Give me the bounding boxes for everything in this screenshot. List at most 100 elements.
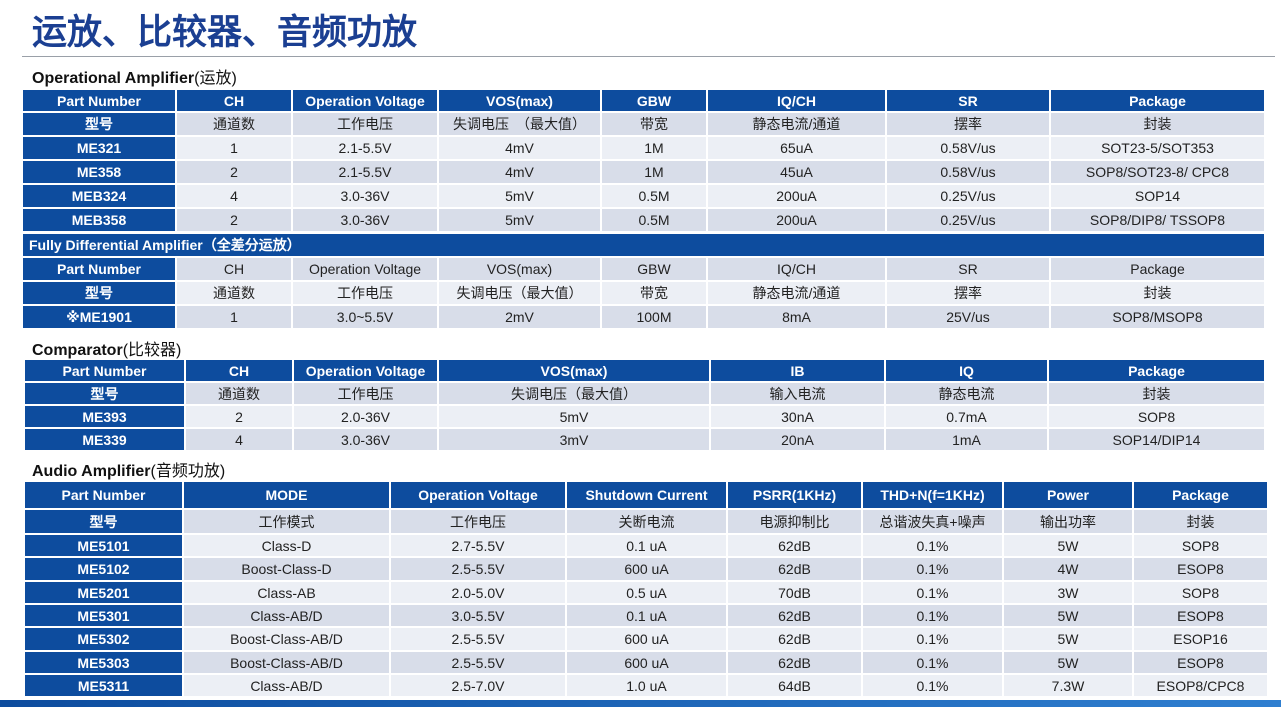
- table-cell: 通道数: [176, 281, 292, 305]
- table-cell: IQ/CH: [707, 89, 886, 112]
- table-cell: 45uA: [707, 160, 886, 184]
- table-cell: 8mA: [707, 305, 886, 329]
- table-cell: 0.58V/us: [886, 136, 1050, 160]
- table-cell: 0.1%: [862, 604, 1003, 627]
- section-heading: Audio Amplifier(音频功放): [32, 457, 225, 481]
- table-cell: GBW: [601, 89, 707, 112]
- table-cell: 5mV: [438, 208, 601, 232]
- table-cell: Class-AB/D: [183, 604, 390, 627]
- table-cell: ME5102: [24, 557, 183, 581]
- table-cell: Part Number: [22, 257, 176, 281]
- table-cell: SOP8: [1048, 405, 1265, 428]
- table-cell: 失调电压 （最大值）: [438, 112, 601, 136]
- table-cell: 通道数: [176, 112, 292, 136]
- table-cell: 电源抑制比: [727, 509, 862, 534]
- table-cell: 总谐波失真+噪声: [862, 509, 1003, 534]
- table-cell: 3.0-5.5V: [390, 604, 566, 627]
- table-cell: ME5303: [24, 651, 183, 674]
- table-cell: 70dB: [727, 581, 862, 604]
- table-cell: 600 uA: [566, 651, 727, 674]
- table-cell: SOP14/DIP14: [1048, 428, 1265, 451]
- table-cell: 封装: [1048, 382, 1265, 405]
- table-cell: 2.0-36V: [293, 405, 438, 428]
- table-cell: SOT23-5/SOT353: [1050, 136, 1265, 160]
- table-cell: CH: [176, 257, 292, 281]
- table-cell: 4mV: [438, 136, 601, 160]
- table-cell: 0.58V/us: [886, 160, 1050, 184]
- table-cell: ESOP8: [1133, 651, 1268, 674]
- table-cell: ME5201: [24, 581, 183, 604]
- table-cell: SOP8/SOT23-8/ CPC8: [1050, 160, 1265, 184]
- title-rule: [22, 56, 1275, 57]
- heading-text: Comparator: [32, 342, 123, 359]
- table-cell: 0.25V/us: [886, 184, 1050, 208]
- table-cell: 失调电压（最大值）: [438, 281, 601, 305]
- table-cell: Boost-Class-D: [183, 557, 390, 581]
- table-cell: 输入电流: [710, 382, 885, 405]
- table-cell: 失调电压（最大值）: [438, 382, 710, 405]
- table-cell: VOS(max): [438, 89, 601, 112]
- table-cell: Part Number: [24, 481, 183, 509]
- table-cell: ESOP8: [1133, 557, 1268, 581]
- heading-text: Audio Amplifier: [32, 463, 151, 480]
- table-cell: 2.0-5.0V: [390, 581, 566, 604]
- table-cell: 20nA: [710, 428, 885, 451]
- table-cell: 2.1-5.5V: [292, 136, 438, 160]
- table-cell: 1: [176, 305, 292, 329]
- table-cell: 0.1%: [862, 627, 1003, 651]
- table-cell: SOP8/DIP8/ TSSOP8: [1050, 208, 1265, 232]
- table-cell: Package: [1048, 359, 1265, 382]
- table-cell: MEB358: [22, 208, 176, 232]
- table-cell: 4W: [1003, 557, 1133, 581]
- table-cell: Package: [1050, 89, 1265, 112]
- table-cell: 0.1%: [862, 674, 1003, 697]
- table-cell: Boost-Class-AB/D: [183, 651, 390, 674]
- table-cell: 3W: [1003, 581, 1133, 604]
- table-cell: ME5301: [24, 604, 183, 627]
- table-cell: IB: [710, 359, 885, 382]
- table-cell: 静态电流/通道: [707, 112, 886, 136]
- table-cell: 100M: [601, 305, 707, 329]
- table-cell: 3.0-36V: [292, 184, 438, 208]
- table-cell: 1M: [601, 160, 707, 184]
- table-cell: 工作电压: [292, 112, 438, 136]
- table-cell: ME5302: [24, 627, 183, 651]
- table-cell: 输出功率: [1003, 509, 1133, 534]
- table-cell: Class-AB: [183, 581, 390, 604]
- table-cell: 4mV: [438, 160, 601, 184]
- table-cell: Operation Voltage: [293, 359, 438, 382]
- table-cell: VOS(max): [438, 257, 601, 281]
- table-cell: 3.0~5.5V: [292, 305, 438, 329]
- table-cell: Class-AB/D: [183, 674, 390, 697]
- table-cell: ME358: [22, 160, 176, 184]
- table-cell: PSRR(1KHz): [727, 481, 862, 509]
- table-cell: 3.0-36V: [293, 428, 438, 451]
- table-cell: 2: [176, 208, 292, 232]
- table-cell: 0.1%: [862, 581, 1003, 604]
- table-cell: SOP8: [1133, 581, 1268, 604]
- table-cell: 2.1-5.5V: [292, 160, 438, 184]
- table-cell: 5W: [1003, 534, 1133, 557]
- table-cell: 2.5-5.5V: [390, 627, 566, 651]
- table-cell: 5mV: [438, 405, 710, 428]
- table-cell: SOP8: [1133, 534, 1268, 557]
- section-heading: Comparator(比较器): [32, 336, 181, 360]
- table-cell: 2mV: [438, 305, 601, 329]
- table-cell: IQ: [885, 359, 1048, 382]
- table-cell: 0.1%: [862, 534, 1003, 557]
- table-cell: Boost-Class-AB/D: [183, 627, 390, 651]
- table-cell: MEB324: [22, 184, 176, 208]
- table-cell: GBW: [601, 257, 707, 281]
- table-cell: Operation Voltage: [390, 481, 566, 509]
- table-cell: 型号: [24, 509, 183, 534]
- table-cell: 5W: [1003, 604, 1133, 627]
- table-cell: 2: [185, 405, 293, 428]
- heading-note: (音频功放): [150, 463, 226, 480]
- table-cell: 200uA: [707, 208, 886, 232]
- table-cell: 通道数: [185, 382, 293, 405]
- table-cell: Power: [1003, 481, 1133, 509]
- table-cell: Shutdown Current: [566, 481, 727, 509]
- table-cell: SOP14: [1050, 184, 1265, 208]
- table-cell: Operation Voltage: [292, 89, 438, 112]
- table-cell: 62dB: [727, 557, 862, 581]
